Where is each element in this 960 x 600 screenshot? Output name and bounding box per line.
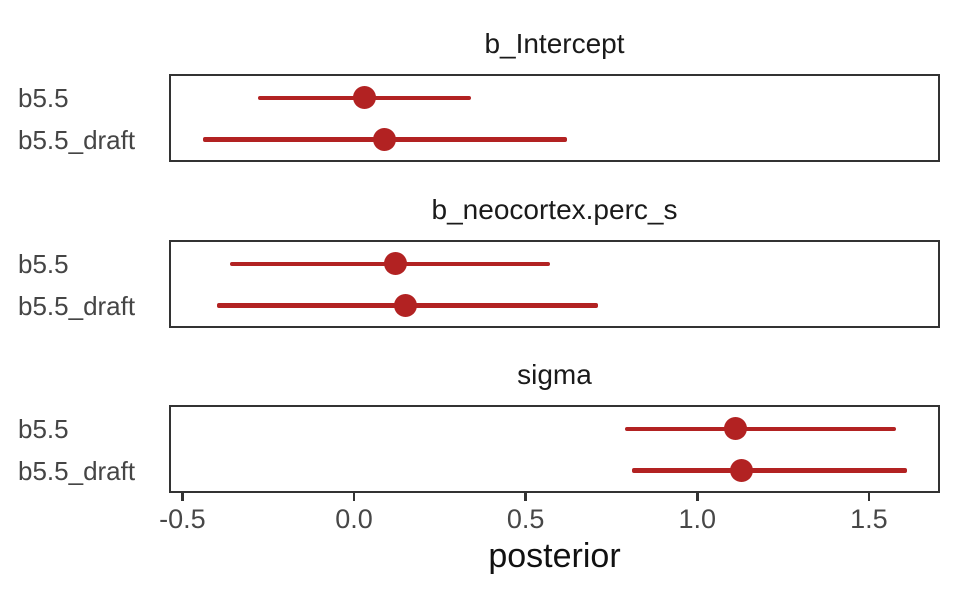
facet-title-b-intercept: b_Intercept: [484, 28, 625, 59]
facet-title-b-neocortex-perc-s: b_neocortex.perc_s: [431, 194, 678, 225]
x-axis-title: posterior: [488, 537, 621, 575]
x-axis-tick-label: 0.5: [506, 504, 545, 534]
x-axis-tick-label: 0.0: [335, 504, 373, 534]
y-axis-label-b5.5: b5.5: [18, 413, 69, 444]
y-axis-label-b5.5: b5.5: [18, 248, 69, 279]
facet-panel-b-neocortex-perc-s: [169, 240, 940, 328]
x-axis-tick: [867, 492, 871, 501]
y-axis-label-b5.5_draft: b5.5_draft: [18, 124, 136, 155]
point-estimate-marker: [730, 459, 754, 483]
x-axis-tick: [352, 492, 356, 501]
point-estimate-marker: [394, 294, 418, 318]
x-axis-tick: [524, 492, 527, 501]
credible-interval-line: [632, 468, 907, 473]
credible-interval-line: [625, 426, 897, 431]
facet-title-sigma: sigma: [517, 359, 592, 390]
point-estimate-marker: [723, 417, 747, 441]
facet-panel-b-intercept: [169, 74, 940, 162]
point-estimate-marker: [352, 86, 376, 110]
x-axis-tick: [181, 492, 184, 501]
y-axis-label-b5.5_draft: b5.5_draft: [18, 290, 136, 321]
x-axis-tick: [696, 492, 699, 501]
x-axis-tick-label: -0.5: [159, 504, 206, 534]
x-axis-tick-label: 1.5: [850, 504, 888, 534]
x-axis-tick-label: 1.0: [678, 504, 717, 534]
point-estimate-marker: [383, 252, 407, 276]
y-axis-label-b5.5_draft: b5.5_draft: [18, 455, 136, 486]
y-axis-label-b5.5: b5.5: [18, 82, 69, 113]
point-estimate-marker: [373, 128, 397, 152]
facet-panel-sigma: [169, 405, 940, 493]
